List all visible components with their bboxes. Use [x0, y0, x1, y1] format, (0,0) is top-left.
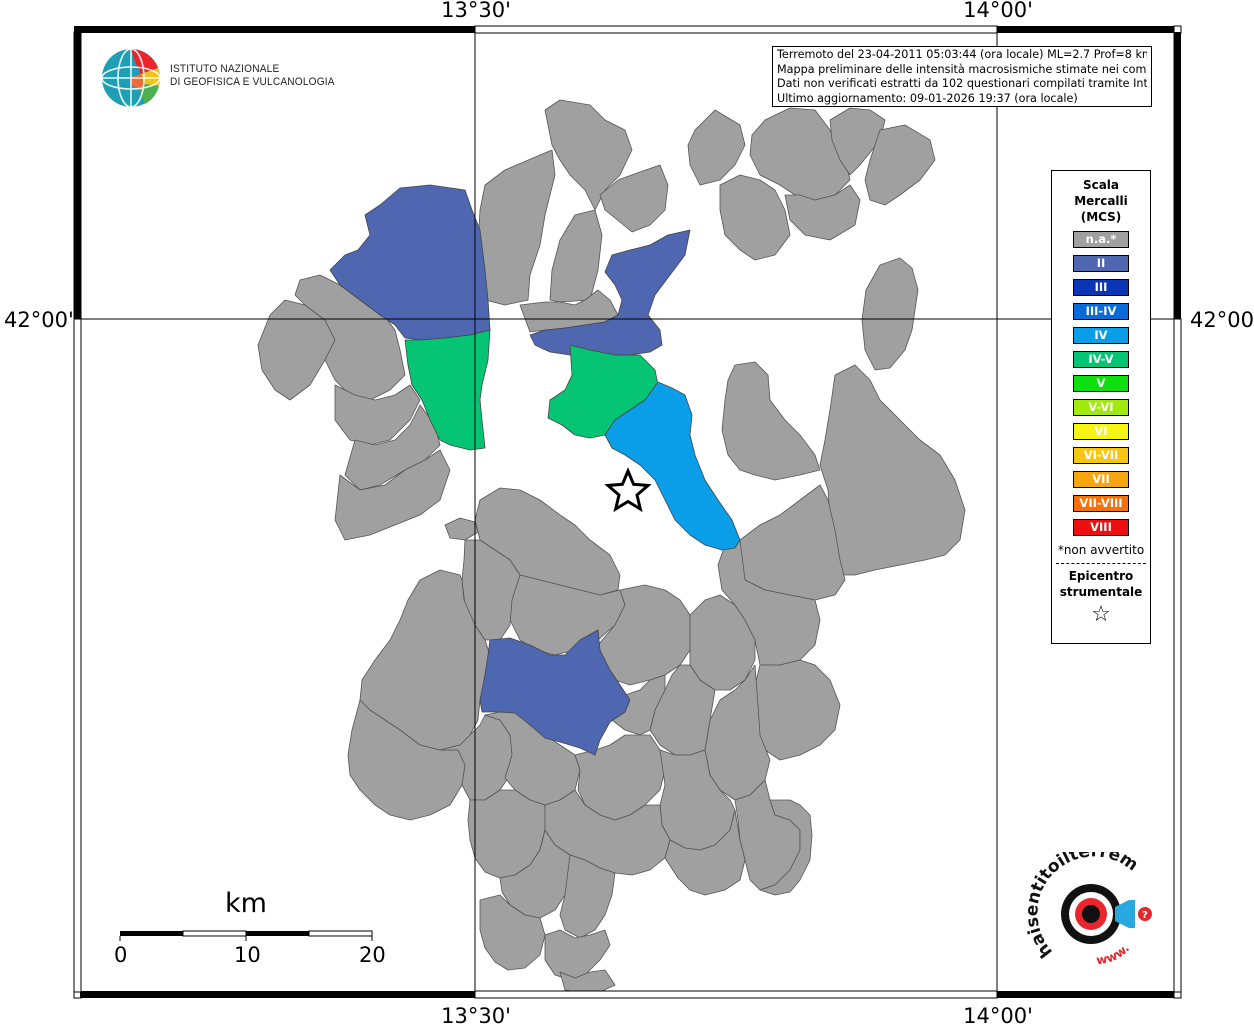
- municipalities-na: [257, 99, 966, 993]
- municipalities-iv: [604, 381, 741, 551]
- globe-icon: [101, 48, 161, 108]
- legend-item-vi: VI: [1073, 423, 1129, 440]
- event-info-line1: Terremoto del 23-04-2011 05:03:44 (ora l…: [777, 48, 1147, 61]
- graticule: [80, 32, 1174, 992]
- ingv-logo: ISTITUTO NAZIONALE DI GEOFISICA E VULCAN…: [101, 48, 334, 110]
- legend-item-iii: III: [1073, 279, 1129, 296]
- svg-text:www.: www.: [1095, 941, 1132, 967]
- legend-item-viii: VIII: [1073, 519, 1129, 536]
- event-info-line4: Ultimo aggiornamento: 09-01-2026 19:37 (…: [777, 91, 1078, 105]
- legend-title-line2: Mercalli: [1074, 194, 1128, 208]
- legend-item-vii-viii: VII-VIII: [1073, 495, 1129, 512]
- legend-title-line3: (MCS): [1080, 210, 1122, 224]
- scale-tick-0: 0: [114, 943, 128, 967]
- legend-item-iii-iv: III-IV: [1073, 303, 1129, 320]
- legend-item-v: V: [1073, 375, 1129, 392]
- legend-items: n.a.* II III III-IV IV IV-V V V-VI VI VI-VII VII VI…: [1052, 231, 1150, 536]
- legend-title: Scala Mercalli (MCS): [1052, 177, 1150, 225]
- map-frame: [73, 25, 1182, 999]
- event-info-line2: Mappa preliminare delle intensità macros…: [777, 62, 1147, 76]
- mcs-legend: Scala Mercalli (MCS) n.a.* II III III-IV IV I…: [1051, 170, 1151, 644]
- legend-star-icon: ☆: [1091, 602, 1111, 627]
- axis-label-right: 42°00': [1190, 308, 1254, 332]
- legend-divider: [1056, 563, 1146, 564]
- legend-item-ii: II: [1073, 255, 1129, 272]
- legend-epicentro-line1: Epicentro: [1068, 569, 1134, 583]
- legend-epicentro-line2: strumentale: [1059, 585, 1143, 599]
- municipalities-iv-v: [404, 329, 659, 451]
- epicenter-star-icon: [604, 467, 652, 513]
- scale-bar: [119, 930, 373, 941]
- haisentito-logo-icon: ? haisentitoilterremoto.it www.: [1021, 837, 1152, 967]
- scale-tick-20: 20: [359, 943, 386, 967]
- legend-item-n-a: n.a.*: [1073, 231, 1129, 248]
- svg-text:?: ?: [1142, 910, 1148, 921]
- haisentito-logo-prefix: www.: [1095, 941, 1132, 967]
- legend-item-iv: IV: [1073, 327, 1129, 344]
- ingv-name: ISTITUTO NAZIONALE DI GEOFISICA E VULCAN…: [170, 63, 335, 89]
- ingv-line1: ISTITUTO NAZIONALE: [170, 63, 280, 75]
- legend-title-line1: Scala: [1082, 178, 1120, 192]
- scale-unit: km: [225, 888, 267, 919]
- legend-item-vi-vii: VI-VII: [1073, 447, 1129, 464]
- legend-item-v-vi: V-VI: [1073, 399, 1129, 416]
- axis-label-bottom-1: 13°30': [441, 1004, 511, 1024]
- scale-tick-10: 10: [234, 943, 261, 967]
- legend-item-iv-v: IV-V: [1073, 351, 1129, 368]
- ingv-line2: DI GEOFISICA E VULCANOLOGIA: [170, 76, 335, 88]
- event-info-box: Terremoto del 23-04-2011 05:03:44 (ora l…: [772, 46, 1152, 107]
- legend-epicentro: Epicentro strumentale: [1052, 568, 1150, 600]
- legend-item-vii: VII: [1073, 471, 1129, 488]
- axis-label-left: 42°00': [4, 308, 74, 332]
- legend-note: *non avvertito: [1057, 543, 1145, 557]
- event-info-line3: Dati non verificati estratti da 102 ques…: [777, 77, 1147, 90]
- axis-label-top-2: 14°00': [963, 0, 1033, 22]
- axis-label-top-1: 13°30': [441, 0, 511, 22]
- haisentito-logo: ? haisentitoilterremoto.it www.: [1021, 837, 1167, 982]
- axis-label-bottom-2: 14°00': [963, 1004, 1033, 1024]
